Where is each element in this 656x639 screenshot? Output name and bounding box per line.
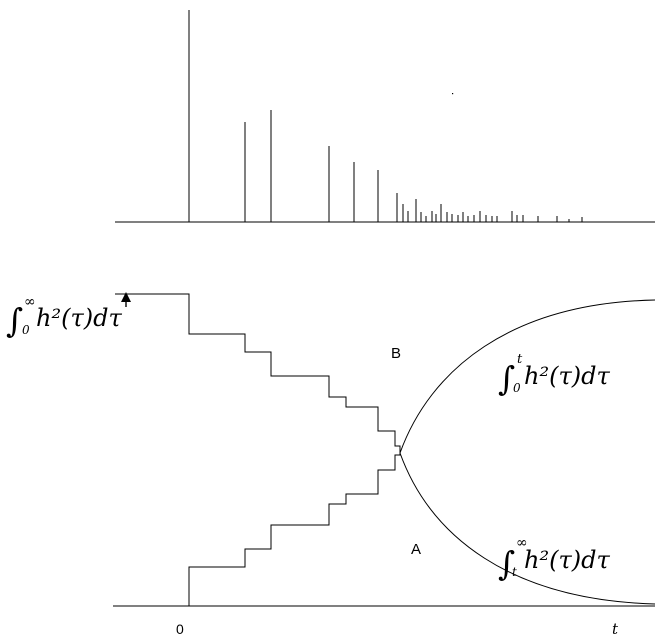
formula-energy-after-t: ∫ ∞ t h²(τ)dτ <box>498 535 610 583</box>
energy-plot: ∫ ∞ 0 h²(τ)dτ ∫ t 0 h²(τ)dτ ∫ ∞ t h²(τ)d… <box>6 292 656 638</box>
energy-after-t-curve <box>399 452 656 605</box>
upper-limit: ∞ <box>24 294 36 310</box>
region-a-label: A <box>411 541 421 558</box>
stray-dot <box>452 93 454 95</box>
time-axis-label: t <box>612 620 619 638</box>
impulse-response-plot <box>115 10 655 223</box>
lower-limit: 0 <box>22 323 30 337</box>
energy-accumulated-staircase <box>188 453 401 606</box>
upper-limit: t <box>517 352 523 367</box>
lower-limit: t <box>512 565 517 579</box>
impulse-spikes <box>188 10 583 222</box>
region-b-label: B <box>391 345 401 362</box>
formula-total-energy: ∫ ∞ 0 h²(τ)dτ <box>6 294 122 340</box>
integral-sign: ∫ <box>498 544 515 583</box>
upper-limit: ∞ <box>516 535 528 551</box>
energy-remaining-staircase <box>115 293 401 453</box>
energy-up-to-t-curve <box>399 299 656 454</box>
integrand: h²(τ)dτ <box>36 304 122 332</box>
formula-energy-up-to-t: ∫ t 0 h²(τ)dτ <box>498 352 610 398</box>
integrand: h²(τ)dτ <box>524 546 610 574</box>
integrand: h²(τ)dτ <box>524 362 610 390</box>
integral-sign: ∫ <box>498 359 515 398</box>
origin-label: 0 <box>176 621 184 637</box>
lower-limit: 0 <box>513 381 521 395</box>
arrow-up-icon <box>121 292 131 307</box>
integral-sign: ∫ <box>6 301 23 340</box>
